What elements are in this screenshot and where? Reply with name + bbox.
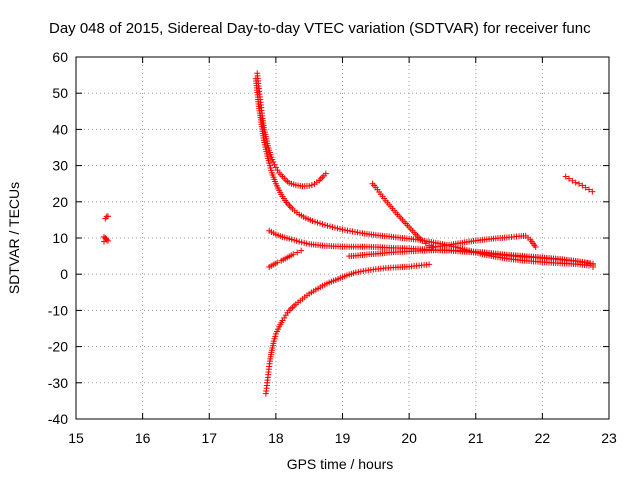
x-axis-label: GPS time / hours xyxy=(287,456,394,472)
data-point-marker xyxy=(290,251,297,258)
data-point-marker xyxy=(270,158,277,165)
chart-title: Day 048 of 2015, Sidereal Day-to-day VTE… xyxy=(49,20,591,37)
data-point-marker xyxy=(572,179,579,186)
y-tick-label: -40 xyxy=(48,411,68,427)
data-point-marker xyxy=(306,182,313,189)
y-tick-label: 30 xyxy=(52,158,68,174)
data-point-marker xyxy=(589,188,596,195)
data-point-marker xyxy=(532,244,539,251)
data-point-marker xyxy=(294,249,301,256)
series-rising-bump xyxy=(426,232,539,251)
data-point-marker xyxy=(579,182,586,189)
series-top-right xyxy=(562,173,596,195)
x-tick-label: 23 xyxy=(601,430,617,446)
data-point-marker xyxy=(590,260,597,267)
y-tick-label: -20 xyxy=(48,339,68,355)
data-point-marker xyxy=(566,175,573,182)
data-point-marker xyxy=(562,173,569,180)
y-axis-label: SDTVAR / TECUs xyxy=(6,182,22,294)
x-tick-label: 20 xyxy=(401,430,417,446)
x-tick-label: 15 xyxy=(68,430,84,446)
y-tick-label: 50 xyxy=(52,85,68,101)
data-point-marker xyxy=(298,247,305,254)
data-series xyxy=(100,70,597,397)
data-point-marker xyxy=(419,237,426,244)
data-point-marker xyxy=(582,184,589,191)
x-tick-label: 18 xyxy=(268,430,284,446)
data-point-marker xyxy=(426,261,433,268)
y-tick-label: 20 xyxy=(52,194,68,210)
axis-ticks: 15 16 17 18 19 20 21 22 23 -40 -30 -20 -10 0 10 20 30 40 5… xyxy=(48,49,617,446)
series-short-rise xyxy=(266,247,305,270)
series-lower-arc xyxy=(262,261,433,397)
data-point-marker xyxy=(322,170,329,177)
data-point-marker xyxy=(569,177,576,184)
x-tick-label: 21 xyxy=(468,430,484,446)
x-tick-label: 19 xyxy=(335,430,351,446)
data-point-marker xyxy=(308,181,315,188)
x-tick-label: 16 xyxy=(135,430,151,446)
x-tick-label: 17 xyxy=(201,430,217,446)
data-point-marker xyxy=(104,213,111,220)
y-tick-label: 40 xyxy=(52,121,68,137)
y-tick-label: 10 xyxy=(52,230,68,246)
series-isolated-a xyxy=(102,213,111,222)
series-low-band xyxy=(346,247,597,267)
data-point-marker xyxy=(271,161,278,168)
y-tick-label: -10 xyxy=(48,302,68,318)
y-tick-label: -30 xyxy=(48,375,68,391)
x-tick-label: 22 xyxy=(535,430,551,446)
data-point-marker xyxy=(103,236,110,243)
y-tick-label: 0 xyxy=(60,266,68,282)
data-point-marker xyxy=(586,186,593,193)
data-point-marker xyxy=(274,259,281,266)
series-diagonal-descent xyxy=(369,180,436,251)
data-point-marker xyxy=(576,180,583,187)
data-point-marker xyxy=(100,233,107,240)
data-point-marker xyxy=(422,240,429,247)
y-tick-label: 60 xyxy=(52,49,68,65)
series-isolated-b xyxy=(100,233,111,245)
grid xyxy=(76,57,609,419)
